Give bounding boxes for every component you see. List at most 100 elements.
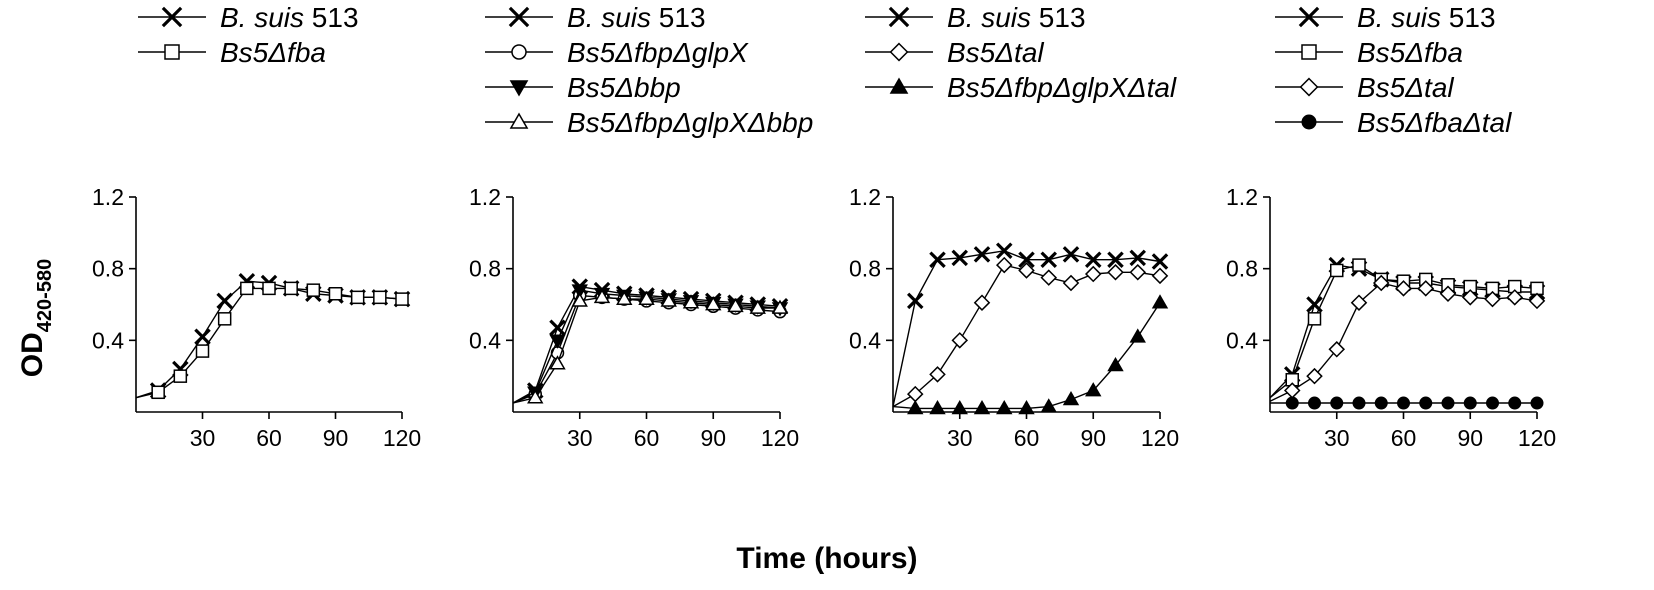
data-point xyxy=(1441,396,1455,410)
data-point xyxy=(1419,396,1433,410)
legend-panel-4: B. suis 513 Bs5Δfba Bs5Δtal Bs5ΔfbaΔtal xyxy=(1275,2,1512,138)
chart-panel-1: 0.4 0.8 1.2 30 60 90 120 B. suis 513 Bs5Δfba xyxy=(92,2,421,451)
legend-swatch-marker xyxy=(1301,44,1317,60)
data-point xyxy=(973,400,991,415)
data-point xyxy=(173,369,188,383)
legend-swatch-marker xyxy=(164,44,180,60)
data-point xyxy=(1328,341,1346,358)
data-point xyxy=(1062,391,1080,406)
data-point xyxy=(1151,267,1169,285)
data-point xyxy=(705,296,722,311)
data-point xyxy=(929,251,946,268)
data-point xyxy=(1506,289,1524,306)
x-tick-label: 90 xyxy=(1080,425,1106,451)
data-point xyxy=(1307,312,1322,326)
legend-swatch-marker xyxy=(1299,77,1319,97)
legend-label: Bs5Δtal xyxy=(947,37,1044,68)
data-point xyxy=(1018,262,1035,279)
y-tick-label: 0.8 xyxy=(92,256,124,282)
x-tick-label: 60 xyxy=(634,425,660,451)
data-point xyxy=(1484,290,1501,308)
y-tick-label: 0.8 xyxy=(849,256,881,282)
legend-entry: B. suis 513 xyxy=(485,2,706,33)
legend-label: B. suis 513 xyxy=(567,2,706,33)
y-tick-label: 0.4 xyxy=(92,327,124,353)
data-point xyxy=(951,332,969,349)
legend-label: Bs5Δfba xyxy=(1357,37,1463,68)
legend-entry: Bs5ΔfbpΔglpXΔbbp xyxy=(485,107,813,138)
data-point xyxy=(240,281,254,296)
series-circle-filled xyxy=(1270,396,1544,410)
y-axis-title-text: OD420-580 xyxy=(16,259,56,377)
data-point xyxy=(1107,251,1124,268)
y-axis-title: OD420-580 xyxy=(16,259,56,377)
data-point xyxy=(1439,285,1457,303)
legend-swatch-marker xyxy=(888,6,910,28)
data-point xyxy=(306,283,321,297)
data-point xyxy=(973,246,991,263)
data-point xyxy=(1372,274,1390,292)
y-tick-label: 0.4 xyxy=(469,327,501,353)
y-tick-label: 0.4 xyxy=(1226,327,1258,353)
legend-swatch-marker xyxy=(509,112,529,129)
data-point xyxy=(907,400,924,415)
x-tick-label: 60 xyxy=(1014,425,1040,451)
data-point xyxy=(749,299,766,314)
x-axis-title: Time (hours) xyxy=(736,542,917,575)
chart-panel-4: 0.4 0.8 1.2 30 60 90 120 B. suis 513 Bs5Δfba Bs5Δ… xyxy=(1226,2,1556,451)
y-axis-title-main: OD xyxy=(16,332,49,377)
data-point xyxy=(1151,294,1169,309)
x-tick-label: 30 xyxy=(567,425,593,451)
legend-entry: B. suis 513 xyxy=(138,2,359,33)
data-point xyxy=(549,334,566,349)
data-point xyxy=(1129,263,1147,281)
x-tick-label: 120 xyxy=(761,425,799,451)
data-point xyxy=(906,292,924,310)
data-point xyxy=(1129,249,1147,267)
y-tick-label: 1.2 xyxy=(92,184,124,210)
legend-entry: Bs5Δfba xyxy=(1275,37,1463,68)
data-point xyxy=(929,366,946,383)
data-point xyxy=(1508,396,1522,410)
data-point xyxy=(996,400,1013,415)
data-point xyxy=(951,249,969,267)
data-point xyxy=(682,294,700,309)
y-tick-label: 0.8 xyxy=(469,256,501,282)
x-tick-label: 60 xyxy=(1391,425,1417,451)
legend-label: B. suis 513 xyxy=(947,2,1086,33)
data-point xyxy=(1352,396,1366,410)
data-point xyxy=(549,355,566,370)
data-point xyxy=(571,292,588,307)
data-point xyxy=(1486,396,1499,410)
data-point xyxy=(216,292,233,310)
legend-label: Bs5Δfba xyxy=(220,37,326,68)
data-point xyxy=(1528,292,1546,310)
legend-swatch-marker xyxy=(1301,114,1317,130)
data-point xyxy=(527,389,544,404)
x-tick-label: 30 xyxy=(1324,425,1350,451)
series-tri-up xyxy=(892,294,1169,415)
x-tick-label: 90 xyxy=(1457,425,1483,451)
data-point xyxy=(1530,281,1544,296)
x-tick-label: 60 xyxy=(256,425,282,451)
data-point xyxy=(1330,263,1344,278)
legend-swatch-marker xyxy=(161,6,183,28)
y-tick-label: 0.8 xyxy=(1226,256,1258,282)
data-point xyxy=(1018,400,1035,415)
data-point xyxy=(771,299,789,314)
data-point xyxy=(638,290,655,305)
x-tick-label: 120 xyxy=(383,425,421,451)
series-x xyxy=(892,242,1169,407)
data-point xyxy=(1306,367,1323,385)
data-point xyxy=(194,328,211,346)
data-point xyxy=(328,287,343,301)
series-tri-up-open xyxy=(512,288,789,404)
data-point xyxy=(1084,251,1102,268)
legend-entry: Bs5ΔfbpΔglpX xyxy=(485,37,749,68)
data-point xyxy=(373,290,387,305)
y-tick-label: 0.4 xyxy=(849,327,881,353)
data-point xyxy=(1308,396,1321,410)
data-point xyxy=(593,288,611,304)
data-point xyxy=(995,242,1013,260)
